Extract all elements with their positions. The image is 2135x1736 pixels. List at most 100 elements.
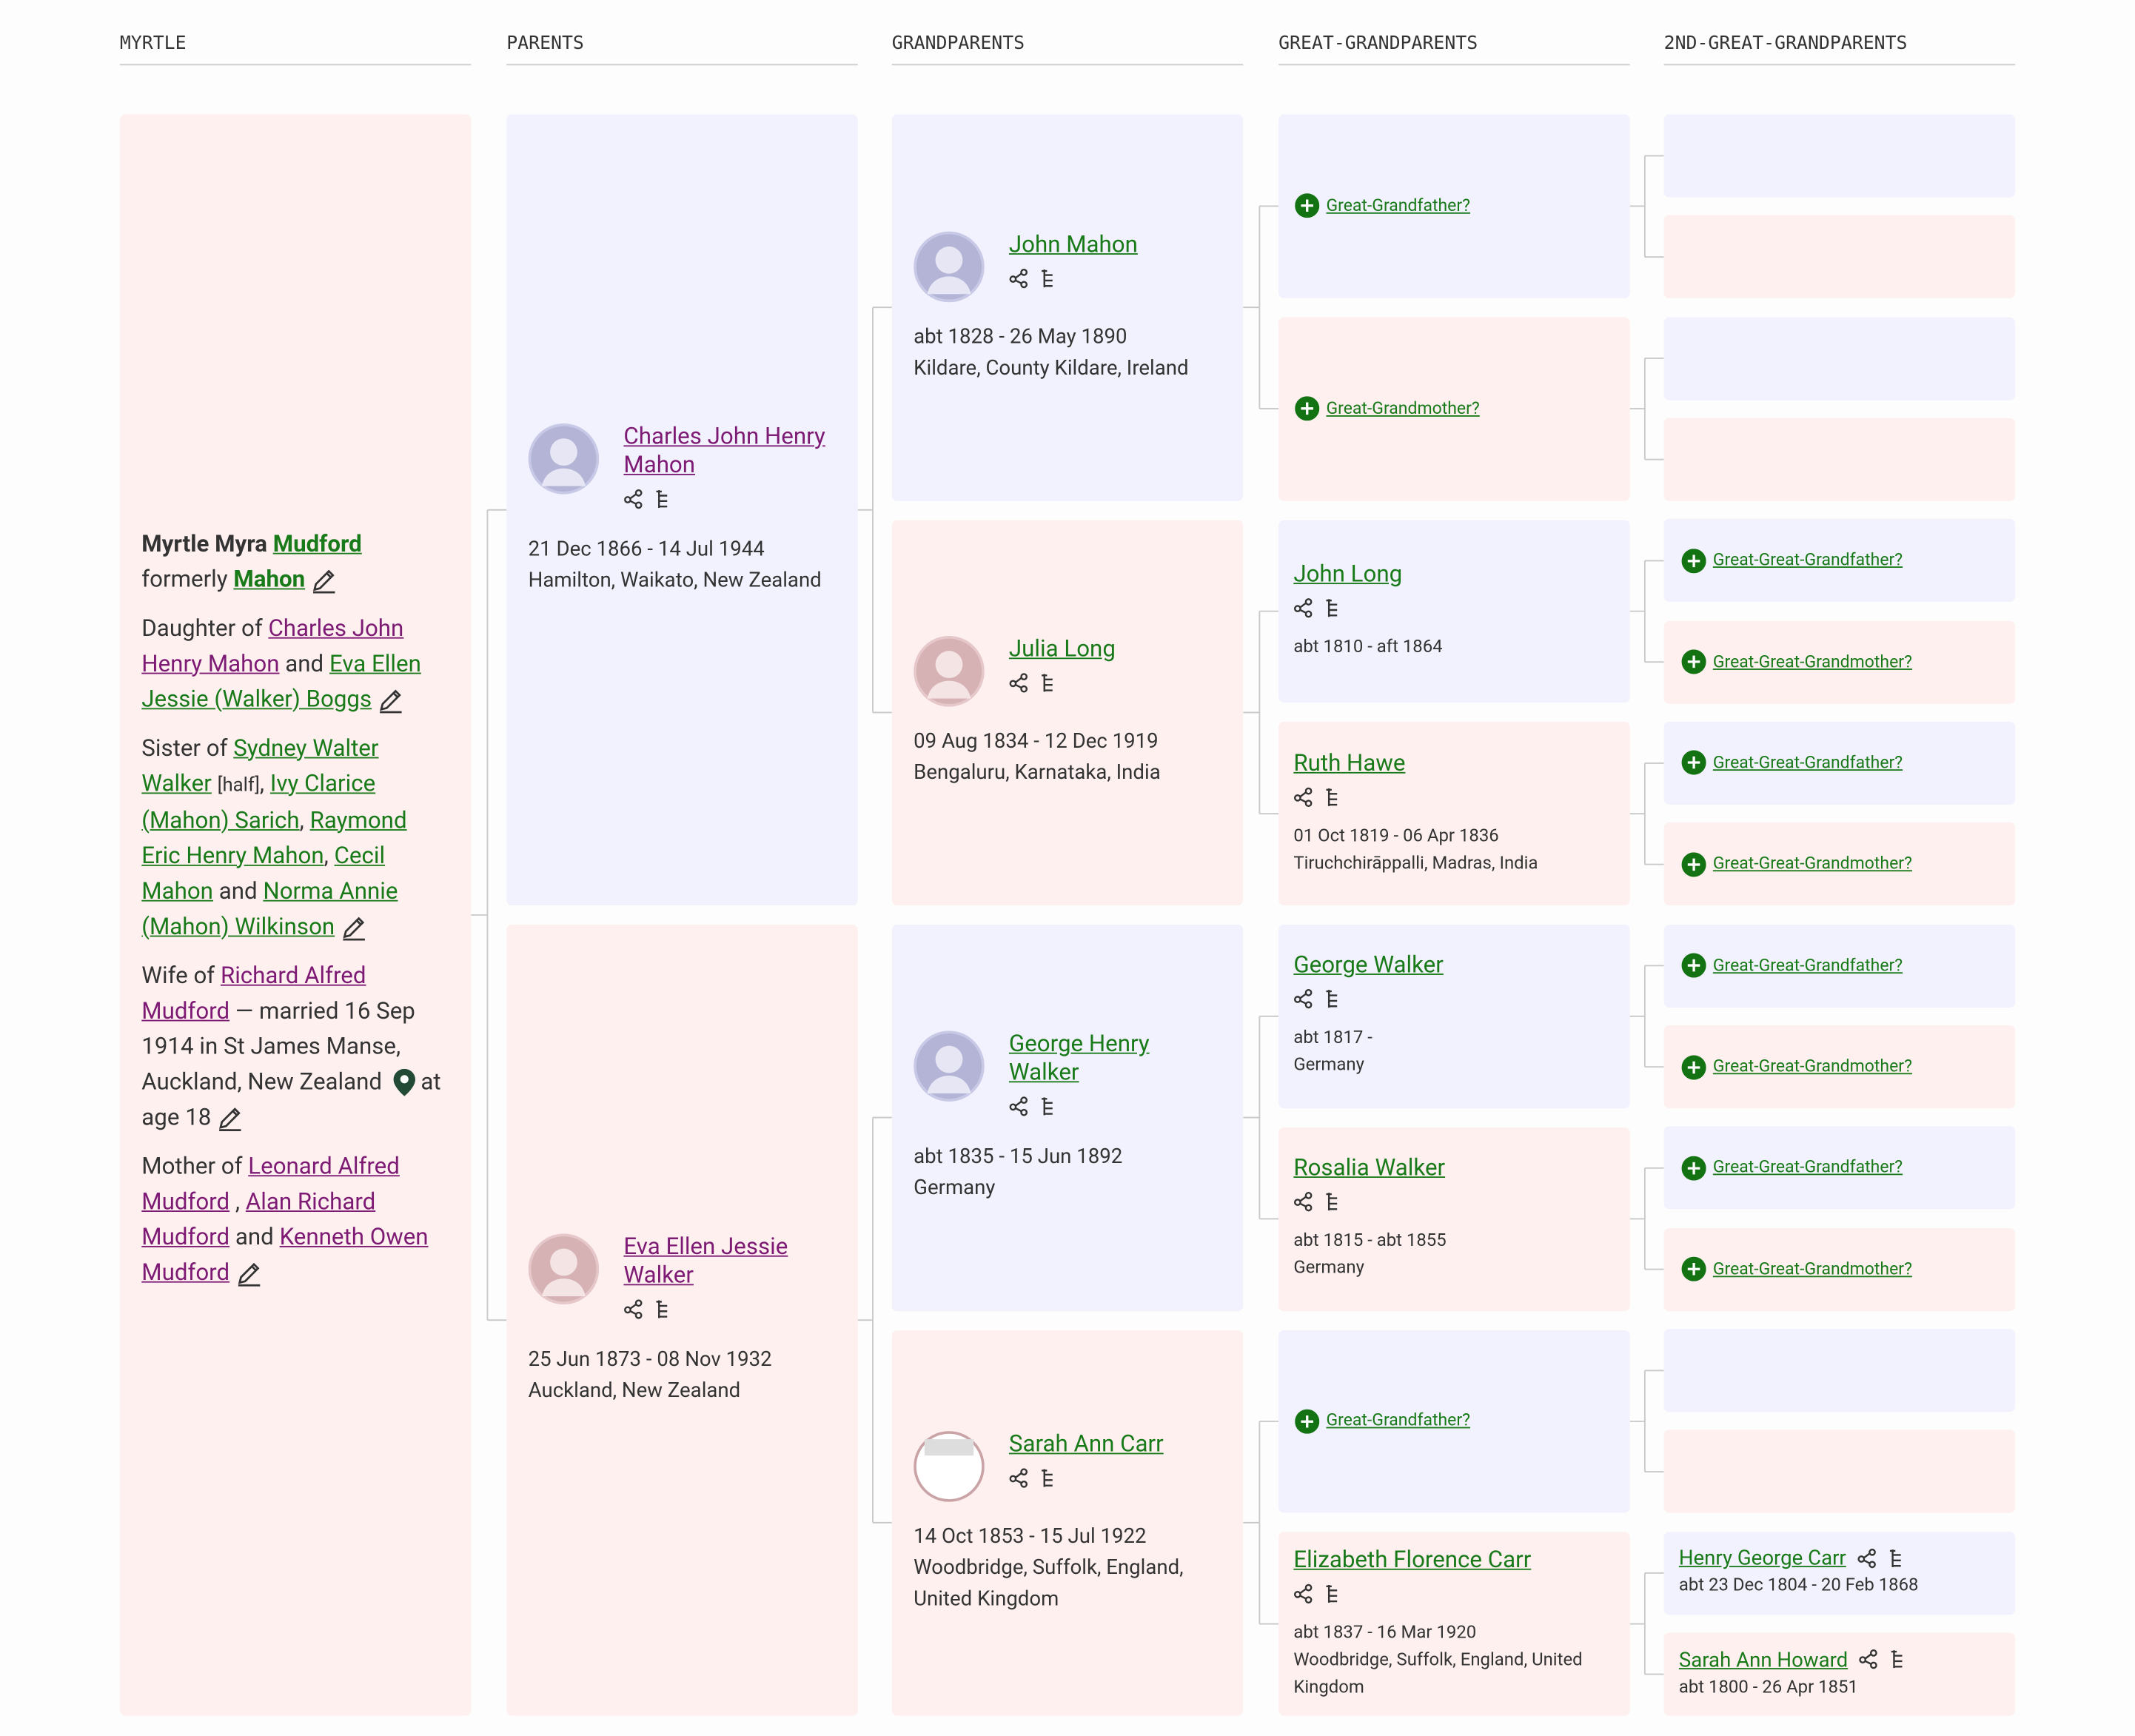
person-link[interactable]: Leonard Alfred Mudford: [141, 1152, 400, 1216]
person-link[interactable]: Eva Ellen Jessie (Walker) Boggs: [141, 650, 421, 713]
edit-icon[interactable]: [377, 686, 404, 714]
add-icon[interactable]: [1295, 396, 1320, 421]
relatives-icon[interactable]: [1009, 268, 1030, 289]
add-icon[interactable]: [1681, 1156, 1706, 1181]
person-link[interactable]: Kenneth Owen Mudford: [141, 1223, 429, 1287]
tree-icon[interactable]: [1040, 673, 1058, 694]
relatives-icon[interactable]: [1293, 786, 1314, 807]
avatar[interactable]: [914, 231, 985, 302]
person-name[interactable]: Elizabeth Florence Carr: [1293, 1546, 1532, 1574]
add-ancestor[interactable]: Great-Great-Grandmother?: [1664, 649, 2016, 674]
text: and: [235, 1223, 274, 1251]
add-ancestor[interactable]: Great-Grandfather?: [1278, 193, 1630, 218]
relatives-icon[interactable]: [1009, 1096, 1030, 1117]
surname-link[interactable]: Mahon: [233, 566, 306, 594]
tree-icon[interactable]: [1890, 1649, 1908, 1670]
person-name[interactable]: Charles John Henry Mahon: [623, 423, 825, 480]
person-link[interactable]: Ivy Clarice (Mahon) Sarich: [141, 770, 376, 834]
person-name[interactable]: George Walker: [1293, 952, 1444, 980]
person-link[interactable]: Cecil Mahon: [141, 842, 386, 905]
add-link[interactable]: Great-Great-Grandmother?: [1712, 1056, 1912, 1077]
add-link[interactable]: Great-Great-Grandfather?: [1712, 1158, 1903, 1179]
tree-icon[interactable]: [1325, 597, 1343, 618]
relatives-icon[interactable]: [1293, 1583, 1314, 1603]
add-ancestor[interactable]: Great-Great-Grandfather?: [1664, 953, 2016, 978]
relatives-icon[interactable]: [1859, 1649, 1880, 1670]
edit-icon[interactable]: [235, 1259, 262, 1287]
relatives-icon[interactable]: [1009, 673, 1030, 694]
add-link[interactable]: Great-Great-Grandmother?: [1712, 651, 1912, 672]
add-ancestor[interactable]: Great-Great-Grandfather?: [1664, 751, 2016, 776]
person-name[interactable]: Julia Long: [1008, 636, 1116, 664]
avatar[interactable]: [914, 1030, 985, 1102]
add-ancestor[interactable]: Great-Great-Grandfather?: [1664, 548, 2016, 573]
add-link[interactable]: Great-Great-Grandfather?: [1712, 550, 1903, 572]
add-ancestor[interactable]: Great-Great-Grandmother?: [1664, 1257, 2016, 1282]
relatives-icon[interactable]: [1009, 1467, 1030, 1488]
add-icon[interactable]: [1681, 548, 1706, 573]
person-link[interactable]: Charles John Henry Mahon: [141, 614, 404, 678]
map-pin[interactable]: [393, 1068, 415, 1096]
relatives-icon[interactable]: [1293, 597, 1314, 618]
relatives-icon[interactable]: [1293, 989, 1314, 1010]
add-icon[interactable]: [1681, 1054, 1706, 1079]
person-name[interactable]: John Mahon: [1008, 231, 1138, 259]
person-link[interactable]: Richard Alfred Mudford: [141, 962, 366, 1025]
person-link[interactable]: Raymond Eric Henry Mahon: [141, 806, 407, 870]
edit-icon[interactable]: [311, 566, 338, 594]
add-link[interactable]: Great-Grandfather?: [1326, 1411, 1471, 1432]
tree-icon[interactable]: [1040, 1467, 1058, 1488]
tree-icon[interactable]: [1325, 989, 1343, 1010]
subject-name: Myrtle Myra Mudford formerly Mahon: [141, 526, 449, 597]
tree-icon[interactable]: [1325, 1192, 1343, 1213]
person-name[interactable]: Eva Ellen Jessie Walker: [623, 1233, 788, 1290]
person-name[interactable]: John Long: [1293, 560, 1403, 589]
add-icon[interactable]: [1681, 649, 1706, 674]
person-name[interactable]: Rosalia Walker: [1293, 1154, 1446, 1182]
edit-icon[interactable]: [341, 914, 368, 941]
avatar[interactable]: [914, 1430, 985, 1502]
tree-icon[interactable]: [1040, 268, 1058, 289]
add-icon[interactable]: [1681, 953, 1706, 978]
relatives-icon[interactable]: [623, 1299, 644, 1320]
add-icon[interactable]: [1681, 751, 1706, 776]
add-ancestor[interactable]: Great-Great-Grandfather?: [1664, 1156, 2016, 1181]
tree-icon[interactable]: [1040, 1096, 1058, 1117]
relatives-icon[interactable]: [1857, 1548, 1877, 1569]
add-icon[interactable]: [1295, 193, 1320, 218]
add-link[interactable]: Great-Great-Grandfather?: [1712, 955, 1903, 976]
add-ancestor[interactable]: Great-Great-Grandmother?: [1664, 852, 2016, 877]
avatar[interactable]: [914, 636, 985, 708]
surname-link[interactable]: Mudford: [272, 530, 362, 558]
add-icon[interactable]: [1681, 1257, 1706, 1282]
tree-icon[interactable]: [1325, 786, 1343, 807]
avatar[interactable]: [528, 423, 600, 495]
person-name[interactable]: George Henry Walker: [1008, 1030, 1150, 1087]
add-icon[interactable]: [1681, 852, 1706, 877]
person-name[interactable]: Sarah Ann Carr: [1008, 1430, 1164, 1458]
edit-icon[interactable]: [217, 1105, 244, 1132]
relatives-icon[interactable]: [623, 489, 644, 509]
person-link[interactable]: Norma Annie (Mahon) Wilkinson: [141, 877, 398, 941]
add-ancestor[interactable]: Great-Great-Grandmother?: [1664, 1054, 2016, 1079]
add-link[interactable]: Great-Great-Grandmother?: [1712, 1259, 1912, 1280]
person-name[interactable]: Sarah Ann Howard: [1678, 1646, 1849, 1672]
add-icon[interactable]: [1295, 1409, 1320, 1434]
add-ancestor[interactable]: Great-Grandmother?: [1278, 396, 1630, 421]
add-link[interactable]: Great-Grandfather?: [1326, 195, 1471, 217]
tree-icon[interactable]: [1325, 1583, 1343, 1603]
person-link[interactable]: Sydney Walter Walker: [141, 734, 379, 797]
tree-icon[interactable]: [655, 489, 673, 509]
person-name[interactable]: Ruth Hawe: [1293, 749, 1406, 777]
tree-icon[interactable]: [1888, 1548, 1906, 1569]
person-link[interactable]: Alan Richard Mudford: [141, 1187, 376, 1251]
add-link[interactable]: Great-Great-Grandfather?: [1712, 753, 1903, 774]
tree-icon[interactable]: [655, 1299, 673, 1320]
person-name[interactable]: Henry George Carr: [1678, 1546, 1846, 1571]
person-actions: [1857, 1548, 1906, 1569]
add-ancestor[interactable]: Great-Grandfather?: [1278, 1409, 1630, 1434]
add-link[interactable]: Great-Great-Grandmother?: [1712, 854, 1912, 875]
avatar[interactable]: [528, 1233, 600, 1305]
add-link[interactable]: Great-Grandmother?: [1326, 398, 1480, 419]
relatives-icon[interactable]: [1293, 1192, 1314, 1213]
